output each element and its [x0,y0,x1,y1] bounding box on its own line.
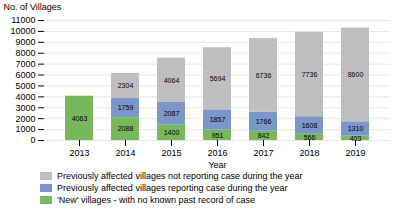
svg-text:4063: 4063 [72,115,88,122]
svg-text:4000: 4000 [15,92,35,102]
svg-text:2017: 2017 [253,148,273,158]
html-text:'New' villages - with no known: 'New' villages - with no known past reco… [57,195,255,205]
svg-text:1766: 1766 [256,118,272,125]
svg-text:4064: 4064 [164,77,180,84]
svg-text:2015: 2015 [161,148,181,158]
svg-text:2304: 2304 [118,82,134,89]
svg-text:9000: 9000 [15,37,35,47]
svg-text:7736: 7736 [302,71,318,78]
svg-text:6000: 6000 [15,70,35,80]
svg-text:5000: 5000 [15,81,35,91]
svg-text:No. of Villages: No. of Villages [4,2,62,12]
svg-text:0: 0 [30,135,35,145]
svg-text:1608: 1608 [302,122,318,129]
svg-text:Year: Year [208,160,226,170]
svg-text:3000: 3000 [15,103,35,113]
svg-text:2016: 2016 [207,148,227,158]
svg-text:7000: 7000 [15,59,35,69]
svg-text:842: 842 [258,132,270,139]
svg-text:2018: 2018 [299,148,319,158]
svg-text:8600: 8600 [348,71,364,78]
svg-text:1759: 1759 [118,104,134,111]
svg-text:1000: 1000 [15,124,35,134]
svg-text:2019: 2019 [345,148,365,158]
svg-text:8000: 8000 [15,48,35,58]
svg-text:2088: 2088 [118,125,134,132]
html-text:Previously affected villages r: Previously affected villages reporting c… [57,183,288,193]
svg-text:1400: 1400 [164,129,180,136]
html-text:Previously affected villages n: Previously affected villages not reporti… [57,171,303,181]
svg-text:951: 951 [212,132,224,139]
svg-text:10000: 10000 [10,26,35,36]
svg-text:403: 403 [350,135,362,142]
svg-text:1310: 1310 [348,125,364,132]
svg-text:11000: 11000 [11,15,35,25]
svg-text:5694: 5694 [210,75,226,82]
svg-text:566: 566 [304,134,316,141]
svg-text:2087: 2087 [164,110,180,117]
svg-text:2014: 2014 [115,148,135,158]
svg-text:1857: 1857 [210,116,226,123]
svg-text:6736: 6736 [256,72,272,79]
svg-text:2013: 2013 [69,148,89,158]
svg-text:2000: 2000 [15,114,35,124]
